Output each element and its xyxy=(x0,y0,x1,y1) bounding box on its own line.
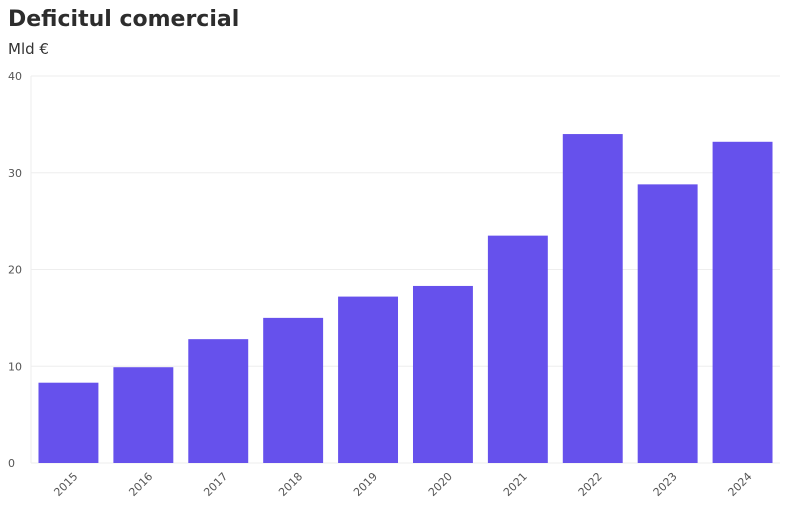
x-tick-label-2023: 2023 xyxy=(651,470,680,499)
bar-2024 xyxy=(712,141,773,464)
bar-2015 xyxy=(38,382,99,463)
x-tick-label-2015: 2015 xyxy=(51,470,80,499)
x-tick-label-2020: 2020 xyxy=(426,470,455,499)
bar-2023 xyxy=(637,184,698,464)
y-tick-label-30: 30 xyxy=(8,167,22,180)
y-axis-unit-label: Mld € xyxy=(8,40,49,58)
y-tick-label-0: 0 xyxy=(8,457,15,470)
bar-2021 xyxy=(487,235,548,463)
bar-2016 xyxy=(113,367,174,463)
bars xyxy=(38,134,773,464)
y-tick-label-10: 10 xyxy=(8,360,22,373)
x-tick-label-2021: 2021 xyxy=(501,470,530,499)
bar-2018 xyxy=(263,317,324,463)
y-tick-label-20: 20 xyxy=(8,264,22,277)
x-tick-label-2018: 2018 xyxy=(276,470,305,499)
bar-2022 xyxy=(562,134,623,464)
x-tick-label-2024: 2024 xyxy=(726,470,755,499)
y-axis-ticks: 0 10 20 30 40 xyxy=(8,70,22,470)
bar-2020 xyxy=(412,285,473,463)
x-tick-label-2016: 2016 xyxy=(126,470,155,499)
bar-2017 xyxy=(188,339,249,463)
x-tick-label-2017: 2017 xyxy=(201,470,230,499)
y-tick-label-40: 40 xyxy=(8,70,22,83)
chart-title: Deficitul comercial xyxy=(8,7,240,32)
x-tick-label-2022: 2022 xyxy=(576,470,605,499)
x-axis-ticks: 2015 2016 2017 2018 2019 2020 2021 2022 2023 2024 xyxy=(51,470,754,499)
bar-2019 xyxy=(338,296,399,463)
x-tick-label-2019: 2019 xyxy=(351,470,380,499)
